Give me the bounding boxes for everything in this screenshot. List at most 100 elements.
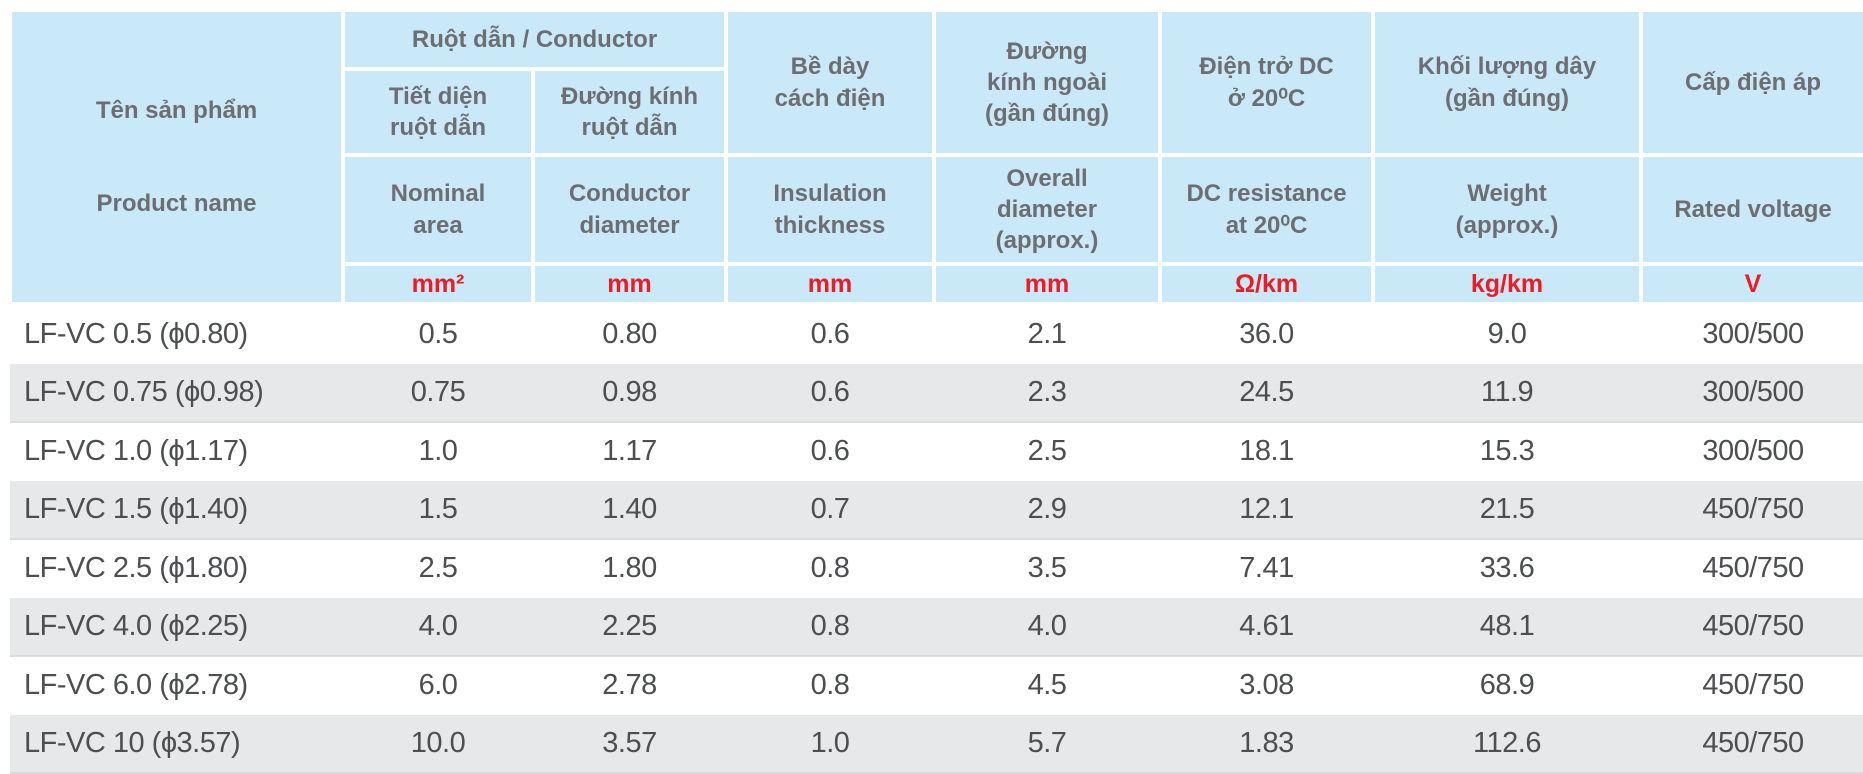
col-header-weight-vi: Khối lượng dây (gần đúng) bbox=[1371, 8, 1644, 157]
value-cell: 2.1 bbox=[1027, 318, 1067, 351]
value-cell: 10.0 bbox=[410, 726, 466, 759]
value-cell: 18.1 bbox=[1239, 435, 1294, 468]
table-row: LF-VC 10 (ϕ3.57) 10.0 3.57 1.0 5.7 1.83 112.6 4… bbox=[10, 714, 1863, 773]
unit-nominal-area: mm² bbox=[341, 262, 535, 306]
unit-rated-voltage: V bbox=[1639, 262, 1863, 306]
col-header-insulation-thickness-en: Insulation thickness bbox=[724, 153, 937, 266]
cable-spec-table-container: Tên sản phẩm Product name Ruột dẫn / Con… bbox=[8, 8, 1863, 774]
value-cell: 1.83 bbox=[1239, 726, 1294, 759]
value-cell: 0.8 bbox=[810, 552, 850, 585]
cable-spec-table: Tên sản phẩm Product name Ruột dẫn / Con… bbox=[8, 8, 1863, 774]
value-cell: 1.80 bbox=[602, 552, 657, 585]
value-cell: 11.9 bbox=[1480, 375, 1534, 408]
value-cell: 0.8 bbox=[810, 609, 850, 642]
col-header-weight-en: Weight (approx.) bbox=[1371, 153, 1644, 266]
product-name-header-en: Product name bbox=[96, 189, 257, 217]
value-cell: 1.40 bbox=[602, 492, 657, 525]
table-row: LF-VC 1.0 (ϕ1.17) 1.0 1.17 0.6 2.5 18.1 15.3 30… bbox=[10, 422, 1863, 481]
value-cell: 0.6 bbox=[810, 318, 850, 351]
value-cell: 1.5 bbox=[418, 492, 458, 525]
col-header-conductor-diameter-en: Conductor diameter bbox=[530, 153, 729, 266]
table-row: LF-VC 2.5 (ϕ1.80) 2.5 1.80 0.8 3.5 7.41 33.6 45… bbox=[10, 539, 1863, 598]
value-cell: 450/750 bbox=[1702, 609, 1804, 642]
value-cell: 0.75 bbox=[410, 375, 466, 408]
value-cell: 1.17 bbox=[602, 435, 657, 468]
value-cell: 4.5 bbox=[1027, 669, 1067, 702]
value-cell: 3.57 bbox=[602, 726, 657, 759]
unit-dc-resistance: Ω/km bbox=[1158, 262, 1376, 306]
value-cell: 33.6 bbox=[1479, 552, 1535, 585]
table-row: LF-VC 0.5 (ϕ0.80) 0.5 0.80 0.6 2.1 36.0 9.0 300… bbox=[10, 304, 1863, 364]
value-cell: 300/500 bbox=[1702, 435, 1804, 468]
value-cell: 6.0 bbox=[418, 669, 458, 702]
value-cell: 21.5 bbox=[1479, 492, 1535, 525]
product-name-cell: LF-VC 6.0 (ϕ2.78) bbox=[24, 669, 248, 702]
value-cell: 0.6 bbox=[810, 375, 850, 408]
value-cell: 2.25 bbox=[602, 609, 657, 642]
value-cell: 68.9 bbox=[1479, 669, 1535, 702]
unit-insulation-thickness: mm bbox=[724, 262, 937, 306]
value-cell: 2.78 bbox=[602, 669, 657, 702]
value-cell: 4.0 bbox=[1027, 609, 1067, 642]
col-header-dc-resistance-en: DC resistance at 20⁰C bbox=[1158, 153, 1376, 266]
unit-conductor-diameter: mm bbox=[530, 262, 729, 306]
table-row: LF-VC 1.5 (ϕ1.40) 1.5 1.40 0.7 2.9 12.1 21.5 45… bbox=[10, 480, 1863, 539]
value-cell: 450/750 bbox=[1702, 726, 1804, 759]
product-name-cell: LF-VC 0.75 (ϕ0.98) bbox=[24, 375, 264, 408]
value-cell: 450/750 bbox=[1702, 492, 1804, 525]
value-cell: 5.7 bbox=[1027, 726, 1067, 759]
value-cell: 15.3 bbox=[1479, 435, 1535, 468]
col-header-product-name: Tên sản phẩm Product name bbox=[8, 8, 345, 306]
product-name-cell: LF-VC 2.5 (ϕ1.80) bbox=[24, 552, 248, 585]
value-cell: 36.0 bbox=[1239, 318, 1294, 351]
value-cell: 12.1 bbox=[1239, 492, 1294, 525]
product-name-cell: LF-VC 1.0 (ϕ1.17) bbox=[24, 435, 248, 468]
value-cell: 9.0 bbox=[1487, 318, 1527, 351]
product-name-cell: LF-VC 1.5 (ϕ1.40) bbox=[24, 492, 248, 525]
value-cell: 300/500 bbox=[1702, 318, 1804, 351]
col-group-header-conductor: Ruột dẫn / Conductor bbox=[340, 8, 729, 71]
table-row: LF-VC 4.0 (ϕ2.25) 4.0 2.25 0.8 4.0 4.61 48.1 45… bbox=[10, 597, 1863, 656]
value-cell: 7.41 bbox=[1239, 552, 1294, 585]
col-header-insulation-thickness-vi: Bề dày cách điện bbox=[724, 8, 937, 157]
product-name-cell: LF-VC 4.0 (ϕ2.25) bbox=[24, 609, 248, 642]
value-cell: 4.0 bbox=[418, 609, 458, 642]
col-header-conductor-diameter-vi: Đường kính ruột dẫn bbox=[530, 67, 729, 157]
value-cell: 24.5 bbox=[1239, 375, 1294, 408]
value-cell: 2.3 bbox=[1027, 375, 1067, 408]
table-row: LF-VC 6.0 (ϕ2.78) 6.0 2.78 0.8 4.5 3.08 68.9 45… bbox=[10, 656, 1863, 715]
value-cell: 300/500 bbox=[1702, 375, 1804, 408]
value-cell: 1.0 bbox=[418, 435, 458, 468]
value-cell: 0.5 bbox=[418, 318, 458, 351]
col-header-dc-resistance-vi: Điện trở DC ở 20⁰C bbox=[1158, 8, 1376, 157]
value-cell: 1.0 bbox=[810, 726, 850, 759]
col-header-overall-diameter-en: Overall diameter (approx.) bbox=[932, 153, 1163, 266]
value-cell: 3.08 bbox=[1239, 669, 1294, 702]
col-header-nominal-area-en: Nominal area bbox=[341, 153, 535, 266]
unit-weight: kg/km bbox=[1371, 262, 1644, 306]
value-cell: 0.6 bbox=[810, 435, 850, 468]
table-body: LF-VC 0.5 (ϕ0.80) 0.5 0.80 0.6 2.1 36.0 9.0 300… bbox=[10, 304, 1863, 773]
col-header-rated-voltage-en: Rated voltage bbox=[1639, 153, 1863, 266]
col-header-overall-diameter-vi: Đường kính ngoài (gần đúng) bbox=[932, 8, 1163, 157]
table-header: Tên sản phẩm Product name Ruột dẫn / Con… bbox=[8, 8, 1863, 306]
value-cell: 3.5 bbox=[1027, 552, 1067, 585]
value-cell: 0.98 bbox=[602, 375, 657, 408]
col-header-nominal-area-vi: Tiết diện ruột dẫn bbox=[341, 67, 535, 157]
value-cell: 2.5 bbox=[418, 552, 458, 585]
value-cell: 0.80 bbox=[602, 318, 657, 351]
value-cell: 2.9 bbox=[1027, 492, 1067, 525]
col-header-rated-voltage-vi: Cấp điện áp bbox=[1639, 8, 1863, 157]
value-cell: 0.8 bbox=[810, 669, 850, 702]
value-cell: 2.5 bbox=[1027, 435, 1067, 468]
product-name-cell: LF-VC 10 (ϕ3.57) bbox=[24, 726, 241, 759]
table-row: LF-VC 0.75 (ϕ0.98) 0.75 0.98 0.6 2.3 24.5 11.9… bbox=[10, 363, 1863, 422]
product-name-cell: LF-VC 0.5 (ϕ0.80) bbox=[24, 318, 248, 351]
value-cell: 48.1 bbox=[1479, 609, 1535, 642]
value-cell: 4.61 bbox=[1239, 609, 1294, 642]
value-cell: 0.7 bbox=[810, 492, 850, 525]
value-cell: 112.6 bbox=[1473, 726, 1541, 759]
value-cell: 450/750 bbox=[1702, 552, 1804, 585]
product-name-header-vi: Tên sản phẩm bbox=[95, 97, 258, 125]
unit-overall-diameter: mm bbox=[932, 262, 1163, 306]
